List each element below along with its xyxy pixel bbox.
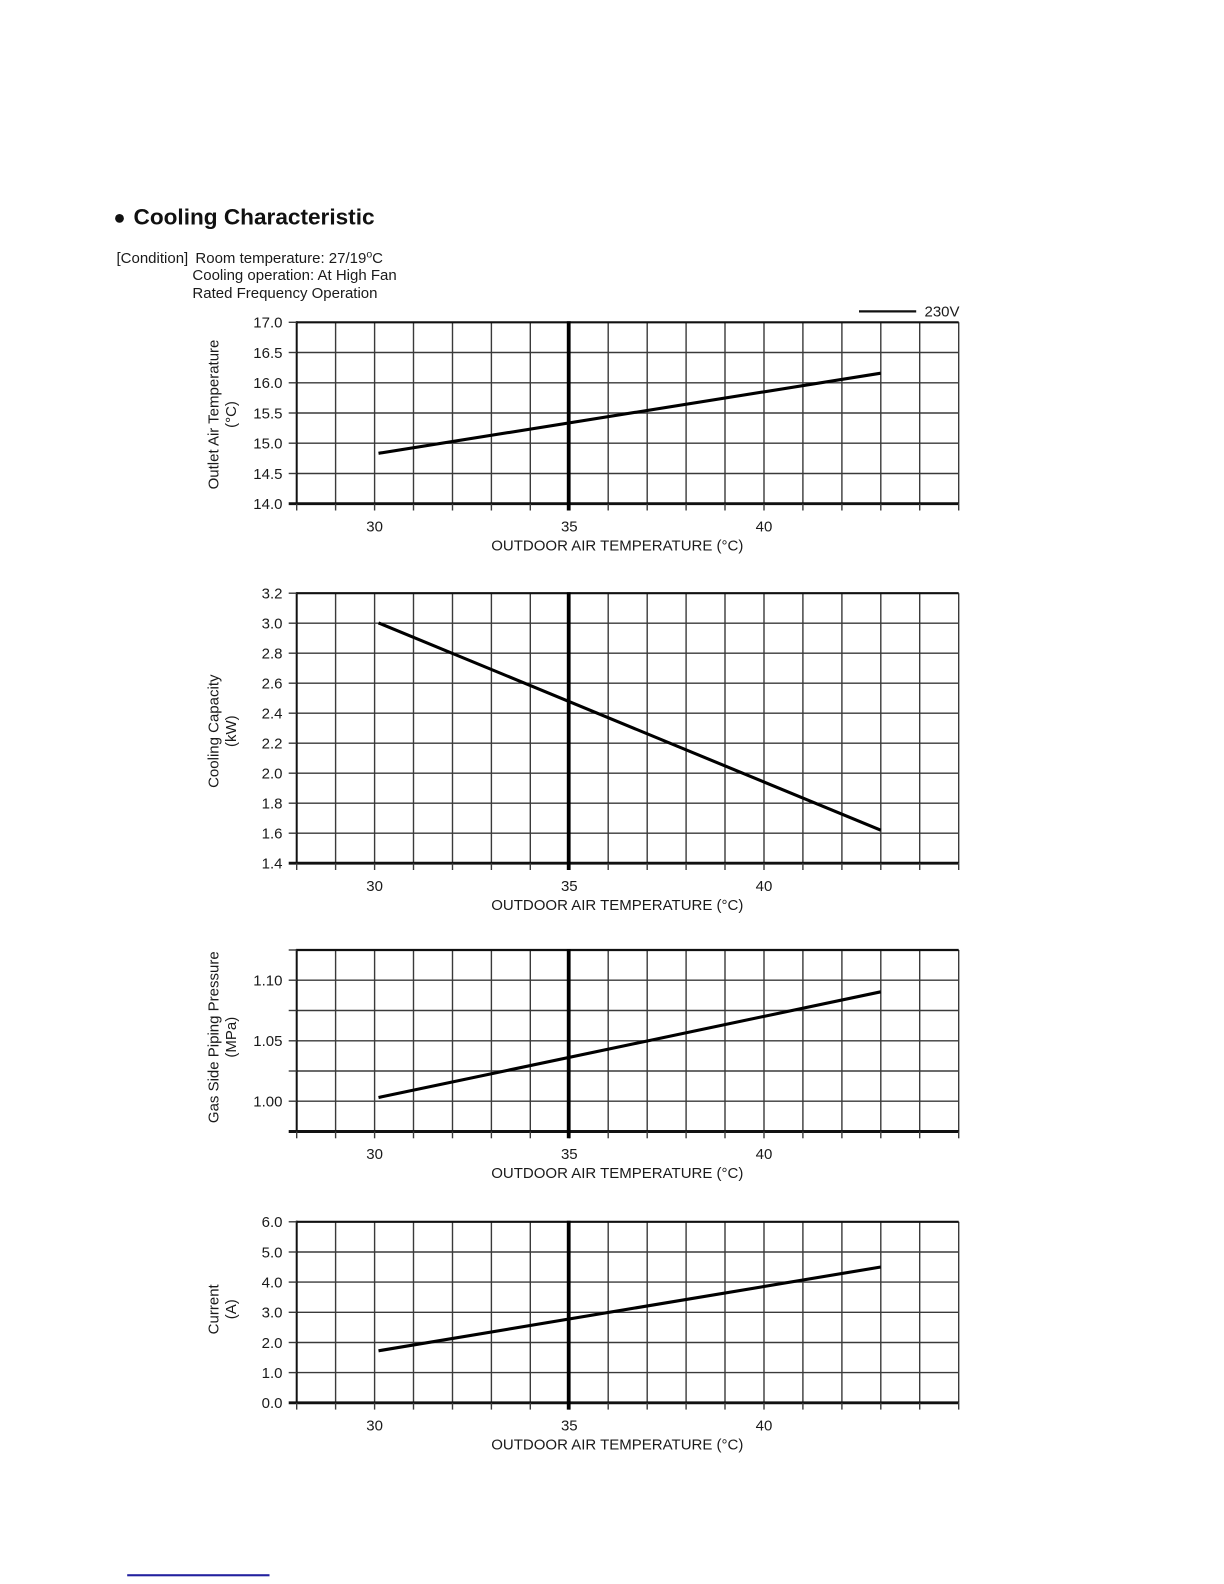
- svg-text:[Condition]: [Condition]: [117, 250, 189, 267]
- svg-text:Cooling Characteristic: Cooling Characteristic: [134, 204, 375, 229]
- svg-text:1.6: 1.6: [262, 826, 283, 843]
- svg-text:40: 40: [756, 878, 773, 895]
- svg-text:2.0: 2.0: [262, 766, 283, 783]
- svg-text:2.2: 2.2: [262, 736, 283, 753]
- svg-text:1.10: 1.10: [253, 973, 282, 990]
- svg-text:6.0: 6.0: [262, 1214, 283, 1231]
- svg-text:Outlet Air Temperature: Outlet Air Temperature: [206, 340, 223, 490]
- svg-text:OUTDOOR AIR TEMPERATURE (°C): OUTDOOR AIR TEMPERATURE (°C): [491, 537, 743, 554]
- svg-text:OUTDOOR AIR TEMPERATURE (°C): OUTDOOR AIR TEMPERATURE (°C): [491, 1165, 743, 1182]
- svg-text:15.0: 15.0: [253, 436, 282, 453]
- svg-text:(kW): (kW): [223, 715, 240, 747]
- svg-text:14.5: 14.5: [253, 466, 282, 483]
- svg-text:40: 40: [756, 518, 773, 535]
- svg-text:40: 40: [756, 1146, 773, 1163]
- svg-text:3.0: 3.0: [262, 1305, 283, 1322]
- svg-text:40: 40: [756, 1417, 773, 1434]
- svg-text:30: 30: [366, 1417, 383, 1434]
- svg-text:30: 30: [366, 518, 383, 535]
- svg-text:16.5: 16.5: [253, 345, 282, 362]
- svg-text:2.6: 2.6: [262, 676, 283, 693]
- svg-text:35: 35: [561, 878, 578, 895]
- svg-text:15.5: 15.5: [253, 405, 282, 422]
- svg-text:OUTDOOR AIR TEMPERATURE (°C): OUTDOOR AIR TEMPERATURE (°C): [491, 897, 743, 914]
- svg-text:Rated Frequency Operation: Rated Frequency Operation: [192, 285, 377, 302]
- svg-text:Cooling operation: At High Fan: Cooling operation: At High Fan: [192, 267, 396, 284]
- svg-text:30: 30: [366, 878, 383, 895]
- svg-text:1.0: 1.0: [262, 1365, 283, 1382]
- svg-text:1.4: 1.4: [262, 856, 283, 873]
- svg-text:14.0: 14.0: [253, 496, 282, 513]
- svg-text:35: 35: [561, 1146, 578, 1163]
- svg-text:Cooling Capacity: Cooling Capacity: [206, 674, 223, 788]
- svg-text:(A): (A): [223, 1299, 240, 1319]
- svg-text:Gas Side Piping Pressure: Gas Side Piping Pressure: [206, 951, 223, 1123]
- svg-text:0.0: 0.0: [262, 1395, 283, 1412]
- svg-text:(°C): (°C): [223, 401, 240, 428]
- svg-text:(MPa): (MPa): [223, 1017, 240, 1058]
- svg-text:1.05: 1.05: [253, 1033, 282, 1050]
- svg-text:4.0: 4.0: [262, 1274, 283, 1291]
- svg-text:35: 35: [561, 518, 578, 535]
- svg-text:30: 30: [366, 1146, 383, 1163]
- svg-text:16.0: 16.0: [253, 375, 282, 392]
- svg-text:1.8: 1.8: [262, 796, 283, 813]
- svg-text:2.4: 2.4: [262, 706, 283, 723]
- svg-text:35: 35: [561, 1417, 578, 1434]
- svg-text:17.0: 17.0: [253, 315, 282, 332]
- svg-text:Room temperature: 27/19oC: Room temperature: 27/19oC: [195, 249, 383, 268]
- svg-text:2.8: 2.8: [262, 646, 283, 663]
- svg-text:3.2: 3.2: [262, 586, 283, 603]
- svg-text:1.00: 1.00: [253, 1094, 282, 1111]
- svg-text:5.0: 5.0: [262, 1244, 283, 1261]
- svg-text:2.0: 2.0: [262, 1335, 283, 1352]
- svg-text:Current: Current: [206, 1283, 223, 1334]
- svg-text:230V: 230V: [925, 304, 960, 321]
- svg-text:3.0: 3.0: [262, 616, 283, 633]
- svg-text:OUTDOOR AIR TEMPERATURE (°C): OUTDOOR AIR TEMPERATURE (°C): [491, 1436, 743, 1453]
